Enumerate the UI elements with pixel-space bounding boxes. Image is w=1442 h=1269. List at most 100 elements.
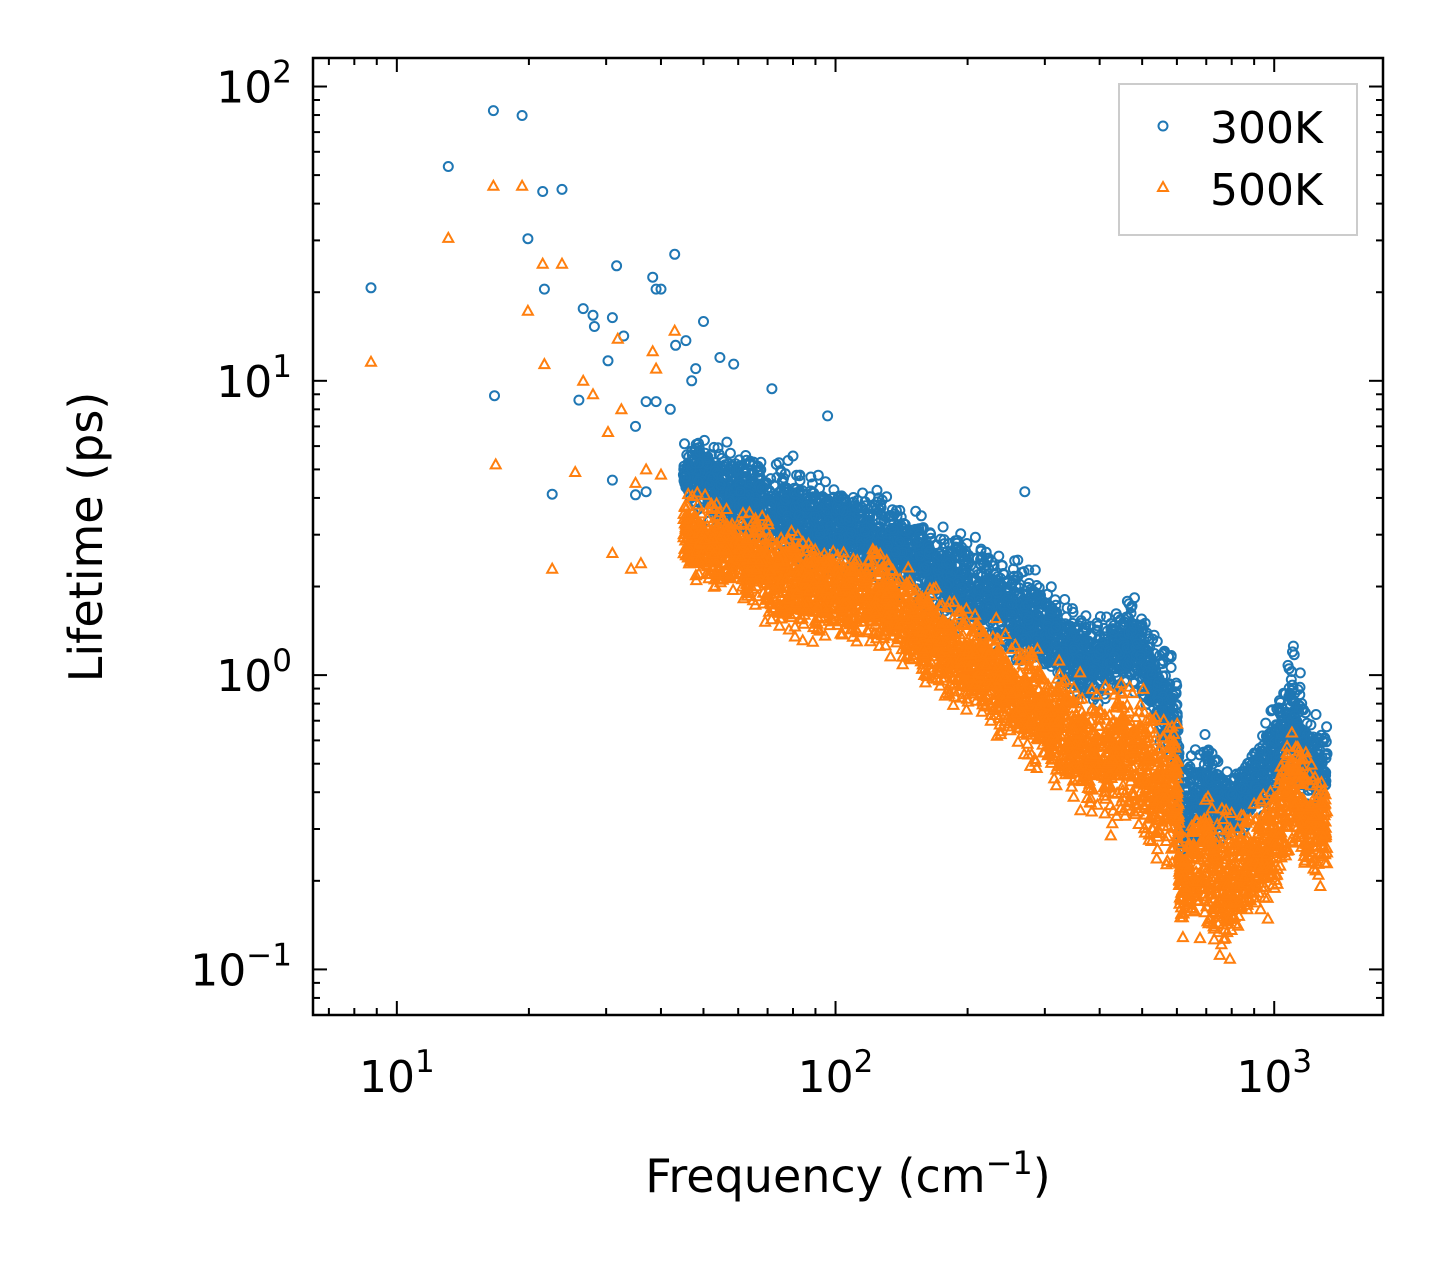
data-point-300k — [945, 570, 957, 582]
data-point-300k — [851, 501, 863, 513]
data-point-300k — [713, 448, 725, 460]
data-point-300k — [712, 469, 724, 480]
data-point-300k — [751, 466, 763, 478]
data-point-300k — [822, 410, 834, 422]
data-point-300k — [888, 524, 900, 536]
data-point-300k — [1287, 646, 1298, 658]
data-point-300k — [765, 473, 777, 485]
data-point-300k — [865, 520, 877, 532]
data-point-300k — [734, 479, 746, 491]
data-point-300k — [682, 457, 694, 469]
data-point-300k — [1165, 662, 1177, 673]
data-point-300k — [782, 455, 794, 466]
data-point-300k — [765, 499, 777, 511]
data-point-300k — [843, 515, 855, 527]
data-point-300k — [724, 447, 736, 459]
data-point-300k — [819, 498, 831, 510]
data-point-300k — [739, 464, 751, 476]
plot-marks — [364, 105, 1334, 964]
data-point-300k — [793, 486, 805, 498]
data-point-300k — [733, 464, 745, 476]
data-point-300k — [756, 482, 768, 494]
data-point-300k — [925, 528, 937, 540]
data-point-300k — [1321, 721, 1333, 733]
data-point-500k — [796, 633, 810, 646]
data-point-300k — [794, 475, 806, 487]
data-point-300k — [766, 383, 778, 395]
data-point-300k — [680, 471, 692, 483]
data-point-300k — [630, 420, 641, 432]
data-point-300k — [487, 105, 499, 117]
data-point-300k — [573, 394, 585, 406]
data-point-500k — [726, 582, 740, 595]
data-point-300k — [932, 565, 944, 576]
data-point-300k — [647, 271, 659, 283]
data-point-300k — [714, 352, 726, 363]
data-point-300k — [793, 470, 805, 482]
data-point-300k — [805, 471, 817, 483]
data-point-300k — [779, 468, 791, 480]
data-point-300k — [820, 476, 831, 488]
data-point-300k — [682, 473, 694, 485]
data-point-300k — [895, 511, 907, 523]
data-point-300k — [680, 335, 692, 347]
data-point-300k — [968, 572, 980, 584]
data-point-300k — [958, 558, 970, 570]
data-point-300k — [889, 508, 901, 520]
data-point-300k — [845, 527, 857, 539]
data-point-300k — [698, 316, 709, 327]
data-point-300k — [538, 283, 550, 295]
data-point-300k — [577, 303, 589, 315]
data-point-300k — [712, 442, 724, 454]
data-point-300k — [981, 559, 993, 571]
data-point-300k — [889, 552, 900, 564]
data-point-500k — [806, 634, 820, 647]
data-point-300k — [602, 355, 614, 367]
data-point-300k — [812, 469, 824, 481]
data-point-300k — [546, 488, 558, 500]
data-point-300k — [964, 593, 976, 605]
data-point-300k — [365, 282, 377, 294]
data-point-300k — [859, 526, 871, 538]
data-point-300k — [900, 525, 912, 537]
data-point-300k — [689, 458, 701, 469]
data-point-300k — [993, 550, 1005, 562]
data-point-300k — [952, 535, 963, 546]
data-point-300k — [793, 509, 805, 521]
data-point-300k — [516, 110, 528, 121]
data-point-300k — [728, 358, 740, 370]
data-point-300k — [918, 562, 930, 574]
data-point-300k — [974, 558, 986, 570]
data-point-300k — [606, 312, 618, 324]
data-point-300k — [489, 390, 500, 402]
data-point-300k — [944, 546, 956, 558]
data-point-300k — [630, 489, 641, 501]
data-point-300k — [937, 563, 949, 575]
data-point-300k — [980, 546, 992, 558]
data-point-300k — [894, 536, 906, 548]
data-point-300k — [943, 557, 955, 569]
data-point-300k — [670, 339, 682, 351]
data-point-300k — [778, 482, 790, 494]
data-point-300k — [692, 476, 704, 488]
data-point-300k — [606, 474, 618, 486]
data-point-300k — [1029, 564, 1041, 576]
data-point-300k — [587, 309, 599, 321]
data-point-300k — [721, 436, 733, 448]
data-point-300k — [856, 513, 868, 525]
data-point-300k — [814, 529, 826, 540]
data-point-300k — [807, 478, 818, 490]
data-point-300k — [953, 558, 965, 570]
data-point-300k — [898, 518, 910, 529]
data-point-300k — [611, 260, 623, 272]
data-point-300k — [693, 457, 705, 469]
data-point-300k — [681, 479, 693, 491]
data-point-300k — [824, 497, 836, 509]
data-point-300k — [694, 446, 706, 458]
data-point-300k — [753, 480, 765, 492]
data-point-300k — [881, 491, 893, 503]
data-point-300k — [805, 500, 817, 512]
data-point-300k — [442, 161, 454, 172]
data-point-300k — [853, 516, 865, 527]
